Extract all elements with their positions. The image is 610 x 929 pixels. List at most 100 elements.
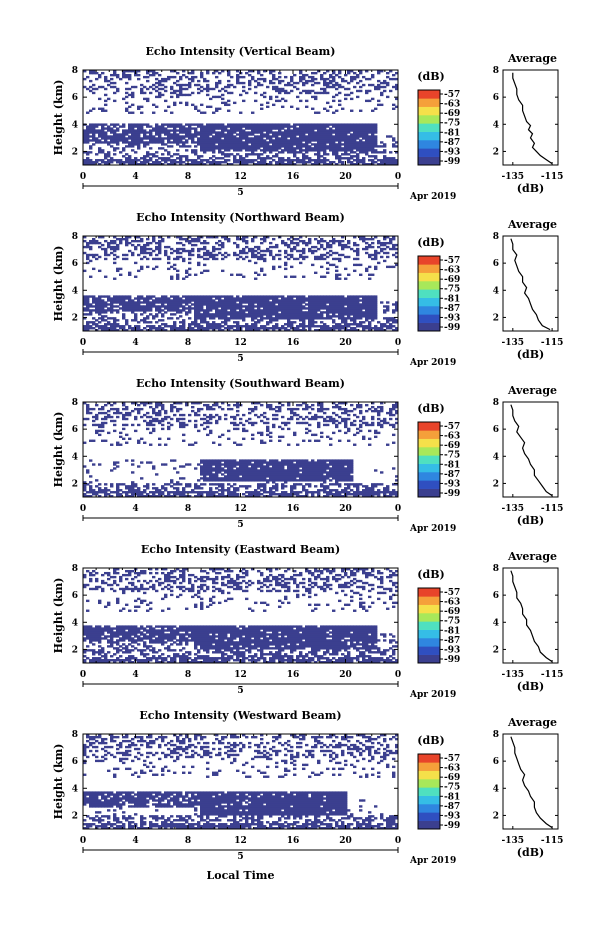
heatmap-cell [308,299,312,302]
heatmap-cell [356,311,360,314]
heatmap-cell [110,131,114,134]
heatmap-cell [308,149,312,152]
heatmap-cell [203,139,207,142]
heatmap-cell [371,299,375,302]
heatmap-cell [260,129,264,132]
heatmap-cell [176,295,180,298]
heatmap-cell [329,73,333,77]
heatmap-cell [275,311,279,314]
heatmap-cell [221,489,225,492]
heatmap-cell [257,329,261,332]
heatmap-cell [182,421,186,425]
heatmap-cell [371,141,375,144]
heatmap-cell [212,147,216,150]
heatmap-cell [368,125,372,128]
heatmap-cell [173,487,177,490]
heatmap-cell [113,323,117,326]
heatmap-cell [281,297,285,300]
heatmap-cell [347,161,351,164]
heatmap-cell [158,133,162,136]
heatmap-cell [143,251,147,255]
heatmap-cell [272,143,276,146]
heatmap-cell [122,403,126,407]
heatmap-cell [215,305,219,308]
heatmap-cell [251,143,255,146]
heatmap-cells [83,70,399,166]
heatmap-cell [161,237,165,241]
heatmap-cell [134,297,138,300]
heatmap-cell [335,239,339,243]
heatmap-cell [191,299,195,302]
heatmap-cell [386,325,390,328]
heatmap-cell [200,473,204,476]
heatmap-cell [392,253,396,257]
heatmap-cell [287,127,291,130]
heatmap-cell [206,236,210,239]
heatmap-cell [239,111,243,114]
heatmap-cell [125,411,129,415]
heatmap-cell [302,251,306,255]
heatmap-cell [122,137,126,140]
heatmap-cell [104,253,108,257]
heatmap-cell [317,129,321,132]
heatmap-cell [122,141,126,144]
heatmap-cell [272,131,276,134]
heatmap-cell [242,315,246,318]
heatmap-cell [194,329,198,332]
heatmap-cell [167,145,171,148]
heatmap-cell [314,271,318,275]
heatmap-cell [329,79,333,83]
heatmap-cell [341,143,345,146]
heatmap-cell [212,403,216,407]
heatmap-cell [332,95,336,99]
heatmap-cell [272,103,276,107]
heatmap-cell [116,127,120,130]
heatmap-cell [353,77,357,81]
heatmap-cell [89,485,93,488]
heatmap-cell [137,441,141,444]
heatmap-cell [356,313,360,316]
heatmap-cell [227,475,231,478]
heatmap-cell [269,245,273,249]
heatmap-cell [158,311,162,314]
heatmap-cell [212,87,216,91]
heatmap-cell [146,325,150,328]
heatmap-cell [326,83,330,87]
heatmap-cell [320,139,324,142]
heatmap-cell [230,407,234,411]
heatmap-cell [278,299,282,302]
colorbar-tick-label: -87 [444,304,460,314]
heatmap-cell [125,433,129,437]
heatmap-cell [353,299,357,302]
heatmap-cell [161,163,165,166]
heatmap-cell [359,273,363,276]
heatmap-cell [329,239,333,243]
heatmap-cell [197,493,201,496]
heatmap-cell [287,257,291,261]
heatmap-cell [368,315,372,318]
heatmap-cell [92,91,96,95]
heatmap-cell [95,161,99,164]
heatmap-cell [368,129,372,132]
heatmap-cell [359,303,363,306]
heatmap-cell [203,137,207,140]
heatmap-cell [326,251,330,255]
heatmap-cell [143,157,147,160]
panel-title: Echo Intensity (Southward Beam) [136,377,345,390]
heatmap-cell [86,313,90,316]
heatmap-cell [98,297,102,300]
heatmap-cell [188,77,192,81]
heatmap-cell [365,153,369,156]
heatmap-cell [314,123,318,126]
heatmap-cell [290,141,294,144]
heatmap-cell [275,299,279,302]
heatmap-cell [233,297,237,300]
heatmap-cell [146,301,150,304]
heatmap-cell [320,313,324,316]
heatmap-cell [164,489,168,492]
heatmap-cell [209,459,213,462]
heatmap-cell [152,103,156,107]
heatmap-cell [116,485,120,488]
heatmap-cell [110,329,114,332]
heatmap-cell [248,141,252,144]
